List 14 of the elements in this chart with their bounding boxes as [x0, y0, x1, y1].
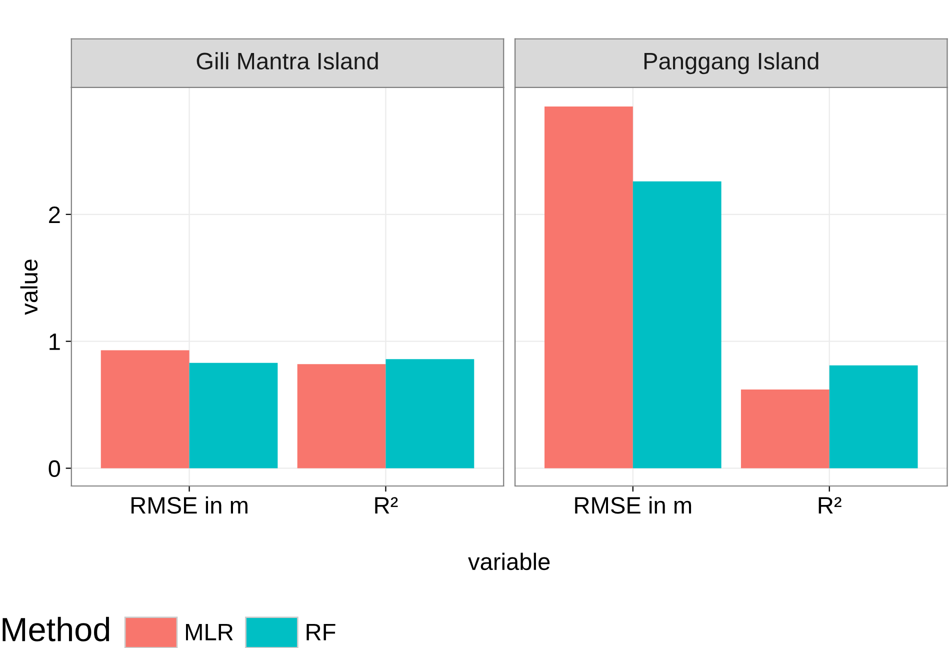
legend-label: RF [306, 624, 336, 640]
x-tick-label: RMSE in m [575, 496, 692, 514]
y-axis-title: value [20, 260, 38, 315]
x-tick-label: R² [375, 497, 398, 514]
chart-title: Gili Mantra Island [196, 52, 378, 70]
y-tick-label: 2 [49, 206, 60, 223]
x-axis-title: variable [468, 552, 550, 570]
x-tick-label: RMSE in m [132, 496, 248, 514]
y-tick-label: 0 [48, 460, 60, 478]
legend-title: Method [2, 616, 110, 642]
legend-label: MLR [186, 624, 233, 640]
chart-title: Panggang Island [644, 52, 818, 74]
y-tick-label: 1 [50, 334, 60, 350]
x-tick-label: R² [818, 497, 842, 514]
